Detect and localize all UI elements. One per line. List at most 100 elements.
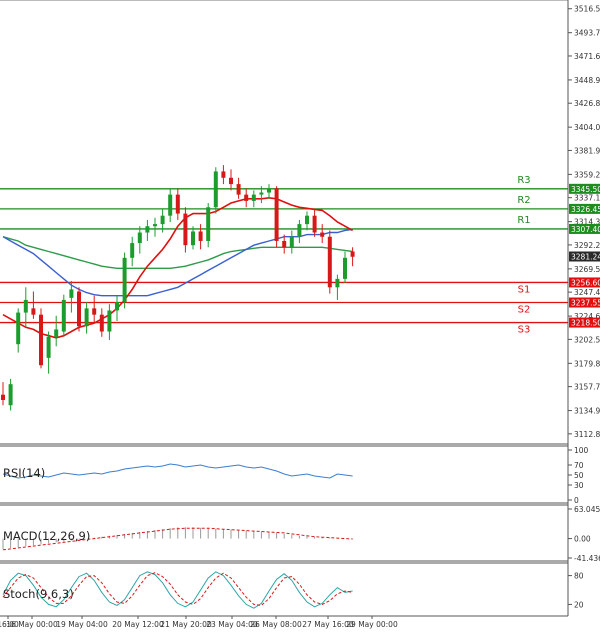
price-tick-label: 3269.50 <box>574 265 600 274</box>
candle-body <box>221 171 226 178</box>
candle-body <box>206 207 211 241</box>
time-tick-label: 26 May 08:00 <box>250 620 302 629</box>
candle-body <box>84 308 89 327</box>
level-name-s3: S3 <box>518 325 531 336</box>
level-price-tag <box>569 317 600 328</box>
candle-body <box>122 257 127 303</box>
candle-body <box>92 308 97 315</box>
price-tick-label: 3493.75 <box>574 29 600 38</box>
candle-body <box>289 236 294 248</box>
level-price-tag <box>569 223 600 234</box>
price-tick-label: 3471.65 <box>574 52 600 61</box>
candle-body <box>145 226 150 233</box>
candle-body <box>282 240 287 248</box>
level-price-label: 3237.55 <box>571 299 600 308</box>
candle-body <box>115 302 119 311</box>
candle-body <box>297 224 302 237</box>
moving-averages <box>2 196 353 339</box>
candle-body <box>198 231 203 241</box>
price-tick-label: 3314.35 <box>574 218 600 227</box>
price-tick-label: 3381.95 <box>574 146 600 155</box>
macd-signal-line <box>2 527 353 551</box>
candle-body <box>335 278 340 288</box>
ma-red-line <box>2 196 353 339</box>
candle-body <box>137 232 142 244</box>
stoch-tick-label: 80 <box>574 572 584 581</box>
candle-body <box>213 171 218 208</box>
level-price-tag <box>569 277 600 288</box>
price-tick-label: 3359.20 <box>574 170 600 179</box>
level-price-tag <box>569 203 600 214</box>
level-name-r1: R1 <box>517 215 530 226</box>
candle-body <box>23 299 28 313</box>
candle-body <box>183 213 188 246</box>
stoch-pane: 80 20 <box>2 571 584 609</box>
level-name-s1: S1 <box>518 284 531 295</box>
candle-body <box>54 329 59 337</box>
candle-body <box>8 384 13 406</box>
candle-body <box>267 188 271 193</box>
macd-pane: 63.045 0.00 -41.436 <box>2 505 600 563</box>
candle-body <box>327 236 332 288</box>
rsi-tick-label: 0 <box>574 496 579 505</box>
current-price-label: 3281.24 <box>571 253 600 262</box>
ma-green-line <box>2 236 353 269</box>
price-tick-label: 3516.50 <box>574 5 600 14</box>
candle-body <box>312 215 317 233</box>
macd-tick-label: 63.045 <box>574 505 600 514</box>
candle-body <box>39 314 43 366</box>
time-tick-label: 20 May 12:00 <box>112 620 164 629</box>
candle-body <box>46 336 51 358</box>
price-tick-label: 3224.65 <box>574 312 600 321</box>
rsi-label: RSI(14) <box>3 466 45 480</box>
candle-body <box>305 215 309 225</box>
candle-body <box>1 394 5 400</box>
ma-blue-line <box>2 228 353 297</box>
level-price-tag <box>569 183 600 194</box>
price-tick-label: 3179.80 <box>574 359 600 368</box>
candle-body <box>244 194 249 201</box>
time-tick-label: 19 May 04:00 <box>56 620 108 629</box>
rsi-tick-label: 70 <box>574 461 584 470</box>
candle-body <box>61 299 66 332</box>
candle-body <box>31 308 36 315</box>
candlesticks <box>1 165 355 411</box>
stoch-tick-label: 20 <box>574 600 584 609</box>
time-tick-label: 16 May 00:00 <box>6 620 58 629</box>
candle-body <box>168 194 173 216</box>
price-tick-label: 3448.90 <box>574 76 600 85</box>
level-name-s2: S2 <box>518 305 531 316</box>
level-name-r2: R2 <box>517 195 530 206</box>
price-tick-label: 3202.55 <box>574 335 600 344</box>
candle-body <box>251 194 256 201</box>
time-tick-label: 27 May 16:00 <box>302 620 354 629</box>
price-tick-label: 3337.10 <box>574 194 600 203</box>
candle-body <box>350 251 355 257</box>
candle-body <box>160 215 165 225</box>
price-tick-label: 3404.05 <box>574 123 600 132</box>
stoch-d-line <box>2 572 353 606</box>
current-price-tag <box>569 251 600 262</box>
candle-body <box>259 192 264 195</box>
candle-body <box>236 184 241 195</box>
candle-body <box>343 257 347 279</box>
price-axis: 3516.50 3493.75 3471.65 3448.90 3426.80 3404.… <box>568 5 600 439</box>
candle-body <box>16 312 21 345</box>
candle-body <box>107 310 112 332</box>
macd-label: MACD(12,26,9) <box>3 529 90 543</box>
candle-body <box>274 188 279 241</box>
price-tick-label: 3112.85 <box>574 430 600 439</box>
price-tick-label: 3157.70 <box>574 383 600 392</box>
price-tick-label: 3247.40 <box>574 288 600 297</box>
macd-tick-label: -41.436 <box>574 554 600 563</box>
time-tick-label: 29 May 00:00 <box>346 620 398 629</box>
price-tick-label: 3134.95 <box>574 407 600 416</box>
price-tick-label: 3292.25 <box>574 241 600 250</box>
price-tick-label: 3426.80 <box>574 99 600 108</box>
candle-body <box>191 231 195 246</box>
candle-body <box>153 224 157 227</box>
time-tick-label: 21 May 20:00 <box>160 620 212 629</box>
